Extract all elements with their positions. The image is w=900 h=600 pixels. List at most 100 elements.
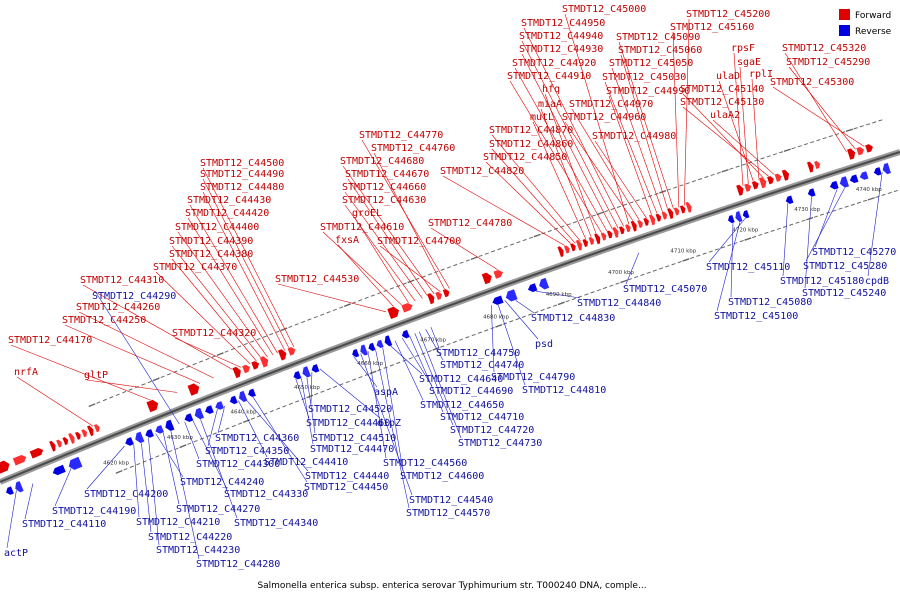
reverse-leader-line [360,353,413,496]
minor-tick [275,330,280,333]
minor-tick [389,287,395,290]
forward-gene-arrow [426,292,435,305]
reverse-leader-line [367,350,387,459]
forward-gene-label: ulaA2 [710,110,740,121]
minor-tick [96,401,101,404]
minor-tick [193,439,198,443]
minor-tick [571,297,576,301]
forward-gene-label: groEL [352,208,382,219]
forward-gene-label: rplI [749,69,773,80]
minor-tick [772,153,777,156]
forward-gene-arrow [481,272,493,285]
minor-tick [516,241,521,244]
minor-tick [565,300,570,303]
reverse-leader-line [804,194,812,289]
minor-tick [115,393,120,397]
minor-tick [627,278,633,281]
forward-gene-arrow [61,436,69,446]
forward-gene-label: STMDT12_C44920 [512,58,596,69]
minor-tick [547,229,552,233]
minor-tick [881,193,886,197]
minor-tick [546,306,551,309]
reverse-gene-arrow [214,400,225,411]
reverse-leader-line [191,418,228,490]
reverse-leader-line [708,215,748,263]
reverse-gene-label: STMDT12_C44740 [440,360,524,371]
minor-tick [452,340,457,344]
reverse-gene-arrow [384,334,393,347]
forward-gene-arrow [259,355,269,369]
minor-tick [813,215,818,218]
forward-gene-label: STMDT12_C45290 [786,57,870,68]
reverse-leader-line [625,252,640,285]
minor-tick [679,184,684,187]
forward-leader-line [322,231,403,307]
minor-tick [358,299,363,302]
forward-leader-line [718,80,754,183]
minor-tick [344,303,352,307]
minor-tick [776,227,781,230]
reverse-gene-label: STMDT12_C44750 [436,348,520,359]
forward-gene-label: STMDT12_C45160 [670,22,754,33]
minor-tick [187,442,192,445]
forward-gene-label: rpsF [731,43,755,54]
reverse-gene-label: STMDT12_C44210 [136,517,220,528]
minor-tick [770,229,775,232]
minor-tick [708,250,713,253]
minor-tick [465,259,470,262]
reverse-gene-label: STMDT12_C44840 [577,298,661,309]
minor-tick [528,313,533,316]
minor-tick [102,398,107,402]
forward-gene-label: gltP [84,370,108,381]
minor-tick [314,392,319,396]
minor-tick [276,407,281,410]
scale-tick-label: 4740 kbp [856,187,882,193]
forward-gene-arrow [636,219,644,229]
forward-leader-line [564,13,630,225]
minor-tick [478,254,483,258]
forward-leader-line [202,167,295,348]
reverse-gene-label: STMDT12_C44460 [306,418,390,429]
minor-tick [887,191,892,195]
minor-tick [856,201,862,204]
reverse-gene-label: STMDT12_C45180 [780,276,864,287]
reverse-leader-line [419,331,462,439]
reverse-leader-line [319,368,381,419]
minor-tick [369,370,377,375]
minor-tick [540,308,545,312]
reverse-gene-arrow [873,166,883,176]
reverse-gene-arrow [849,173,859,184]
legend: Forward Reverse [839,9,892,37]
reverse-leader-line [805,183,848,262]
minor-tick [822,137,827,140]
reverse-gene-label: STMDT12_C44640 [419,374,503,385]
minor-tick [729,167,734,170]
forward-gene-arrow [766,175,775,185]
forward-gene-label: STMDT12_C45320 [782,43,866,54]
forward-gene-arrow [48,440,56,453]
reverse-gene-arrow [229,395,239,405]
reverse-gene-arrow [52,464,67,476]
minor-tick [459,261,464,264]
minor-tick [702,252,707,255]
minor-tick [497,247,502,251]
forward-leader-line [344,191,423,299]
forward-leader-line [521,40,619,229]
minor-tick [557,301,565,306]
reverse-leader-line [531,290,581,299]
minor-tick [620,279,628,284]
reverse-leader-line [54,467,72,507]
minor-tick [797,145,802,148]
minor-tick [427,350,432,353]
minor-tick [553,304,558,307]
forward-gene-label: STMDT12_C44250 [62,315,146,326]
forward-gene-arrow [563,245,571,255]
forward-gene-label: STMDT12_C44950 [521,18,605,29]
backbone-core [0,151,900,483]
forward-leader-line [784,52,847,153]
minor-tick [174,447,179,450]
reverse-gene-label: STMDT12_C45270 [812,247,896,258]
reverse-gene-label: STMDT12_C44450 [304,482,388,493]
reverse-gene-label: STMDT12_C44520 [308,404,392,415]
minor-tick [714,248,719,251]
